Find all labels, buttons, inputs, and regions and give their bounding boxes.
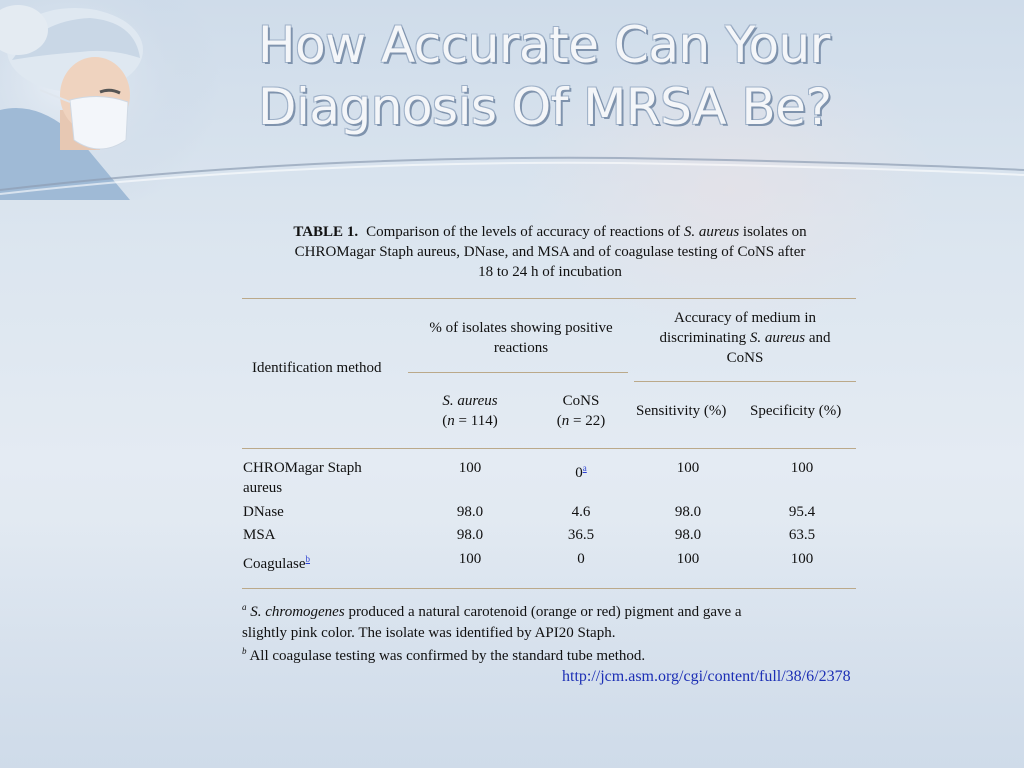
header-percent-positive: % of isolates showing positive reactions	[410, 318, 632, 358]
header-bottom-rule	[242, 448, 856, 449]
title-line: How Accurate Can Your	[258, 16, 830, 74]
header-accuracy: Accuracy of medium in discriminating S. …	[634, 308, 856, 368]
slide-title: How Accurate Can Your Diagnosis Of MRSA …	[258, 14, 978, 138]
background-decoration	[0, 520, 1024, 768]
subheader-saureus: S. aureus (n = 114)	[442, 393, 498, 429]
caption-text: isolates on	[742, 224, 807, 240]
caption-label: TABLE 1.	[293, 224, 359, 240]
cell-sensitivity: 100	[676, 551, 700, 567]
footnote-mark: a	[242, 602, 247, 612]
caption-text: Comparison of the levels of accuracy of …	[366, 224, 681, 240]
table-bottom-rule	[242, 588, 856, 589]
table-row-method: CHROMagar Staph aureus	[243, 458, 403, 498]
subheader-text: CoNS	[562, 393, 600, 409]
cell-sensitivity: 98.0	[674, 527, 702, 543]
footnote-link-b[interactable]: b	[305, 554, 310, 564]
subheader-italic: S. aureus	[442, 393, 498, 409]
title-line: Diagnosis Of MRSA Be?	[258, 78, 832, 136]
footnote-a: a S. chromogenes produced a natural caro…	[242, 597, 842, 644]
header-text: CoNS	[726, 350, 764, 366]
cell-sensitivity: 100	[676, 460, 700, 476]
header-text: and	[808, 330, 831, 346]
cell-cons: 4.6	[571, 504, 591, 520]
cell-saureus: 100	[458, 551, 482, 567]
method-text: aureus	[243, 480, 283, 496]
table-row-method: Coagulaseb	[243, 549, 310, 574]
cell-specificity: 100	[790, 551, 814, 567]
caption-line: CHROMagar Staph aureus, DNase, and MSA a…	[294, 244, 806, 260]
cell-saureus: 100	[458, 460, 482, 476]
header-text: % of isolates showing positive	[429, 320, 613, 336]
table-row-method: MSA	[243, 527, 276, 543]
footnote-mark: b	[242, 646, 247, 656]
header-text: Accuracy of medium in	[673, 310, 817, 326]
subheader-cons: CoNS (n = 22)	[531, 391, 631, 431]
subheader-specificity: Specificity (%)	[750, 403, 842, 419]
subheader-text: = 22)	[569, 413, 606, 429]
table-top-rule	[242, 298, 856, 299]
cell-cons: 36.5	[567, 527, 595, 543]
footnote-text: All coagulase testing was confirmed by t…	[249, 648, 646, 664]
footnote-link-a[interactable]: a	[582, 463, 587, 473]
cell-value: 0	[575, 465, 583, 481]
source-url-link[interactable]: http://jcm.asm.org/cgi/content/full/38/6…	[562, 668, 851, 685]
decorative-swoosh	[0, 156, 1024, 195]
cell-specificity: 63.5	[788, 527, 816, 543]
subheader-italic: n	[561, 413, 570, 429]
footnote-b: b All coagulase testing was confirmed by…	[242, 641, 842, 667]
header-italic: S. aureus	[749, 330, 806, 346]
surgeon-photo	[0, 0, 220, 200]
caption-line: 18 to 24 h of incubation	[478, 264, 622, 280]
caption-italic: S. aureus	[683, 224, 740, 240]
cell-specificity: 100	[790, 460, 814, 476]
footnote-text: produced a natural carotenoid (orange or…	[348, 604, 742, 620]
table-row-method: DNase	[243, 504, 284, 520]
cell-saureus: 98.0	[456, 527, 484, 543]
background-decoration	[520, 40, 940, 340]
method-text: Coagulase	[243, 556, 306, 572]
footnote-italic: S. chromogenes	[250, 604, 345, 620]
group-rule	[634, 381, 856, 382]
cell-cons: 0	[577, 551, 585, 567]
cell-cons: 0a	[531, 458, 631, 483]
group-rule	[408, 372, 628, 373]
header-identification-method: Identification method	[252, 360, 382, 376]
cell-saureus: 98.0	[456, 504, 484, 520]
subheader-italic: n	[447, 413, 455, 429]
header-text: discriminating	[659, 330, 747, 346]
cell-specificity: 95.4	[788, 504, 816, 520]
subheader-text: = 114)	[454, 413, 498, 429]
cell-sensitivity: 98.0	[674, 504, 702, 520]
method-text: CHROMagar Staph	[243, 460, 362, 476]
subheader-sensitivity: Sensitivity (%)	[636, 403, 727, 419]
header-text: reactions	[493, 340, 549, 356]
footnote-text: slightly pink color. The isolate was ide…	[242, 625, 616, 641]
table-caption: TABLE 1. Comparison of the levels of accu…	[244, 222, 856, 282]
